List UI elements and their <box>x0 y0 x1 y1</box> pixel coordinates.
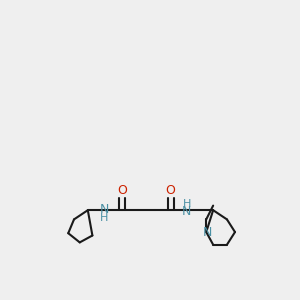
Text: H: H <box>100 213 108 223</box>
Text: H: H <box>182 199 191 209</box>
Text: O: O <box>117 184 127 197</box>
Text: N: N <box>202 226 212 238</box>
Text: N: N <box>182 205 191 218</box>
Text: N: N <box>100 203 109 216</box>
Text: O: O <box>166 184 176 197</box>
